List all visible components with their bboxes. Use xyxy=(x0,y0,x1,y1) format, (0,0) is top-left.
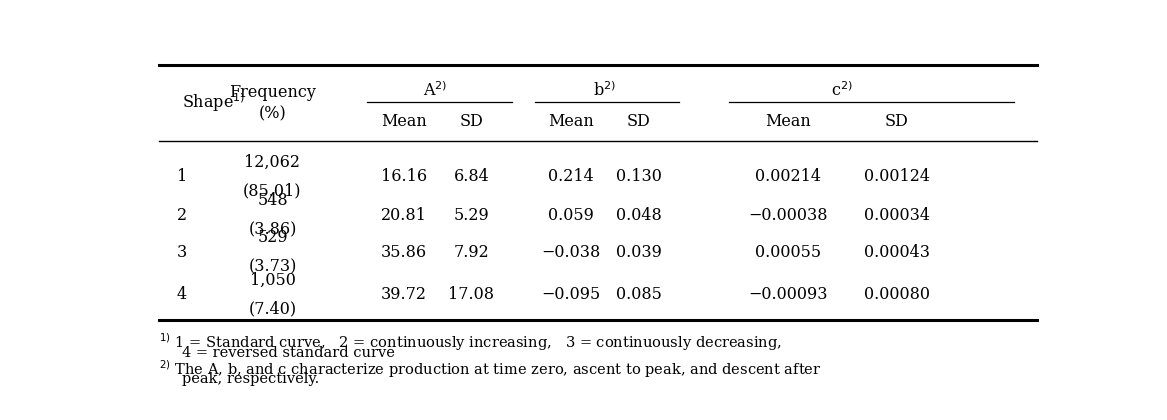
Text: (3.86): (3.86) xyxy=(249,221,296,239)
Text: 12,062: 12,062 xyxy=(245,153,300,171)
Text: 0.00055: 0.00055 xyxy=(755,244,822,261)
Text: c$^{2)}$: c$^{2)}$ xyxy=(831,81,853,100)
Text: 17.08: 17.08 xyxy=(448,286,495,303)
Text: 0.214: 0.214 xyxy=(548,168,594,185)
Text: SD: SD xyxy=(885,113,908,130)
Text: 0.039: 0.039 xyxy=(616,244,662,261)
Text: Mean: Mean xyxy=(380,113,426,130)
Text: (7.40): (7.40) xyxy=(249,301,296,318)
Text: 7.92: 7.92 xyxy=(454,244,489,261)
Text: 1,050: 1,050 xyxy=(250,271,295,289)
Text: 2: 2 xyxy=(177,207,187,224)
Text: 5.29: 5.29 xyxy=(454,207,489,224)
Text: 0.059: 0.059 xyxy=(548,207,594,224)
Text: b$^{2)}$: b$^{2)}$ xyxy=(593,81,616,100)
Text: 0.130: 0.130 xyxy=(616,168,662,185)
Text: 0.00043: 0.00043 xyxy=(864,244,930,261)
Text: −0.00038: −0.00038 xyxy=(748,207,827,224)
Text: 1: 1 xyxy=(177,168,187,185)
Text: 0.00080: 0.00080 xyxy=(864,286,930,303)
Text: (3.73): (3.73) xyxy=(249,259,296,276)
Text: 0.00214: 0.00214 xyxy=(755,168,822,185)
Text: 4 = reversed standard curve: 4 = reversed standard curve xyxy=(182,346,394,360)
Text: A$^{2)}$: A$^{2)}$ xyxy=(424,81,447,100)
Text: $^{1)}$ 1 = Standard curve,   2 = continuously increasing,   3 = continuously de: $^{1)}$ 1 = Standard curve, 2 = continuo… xyxy=(160,332,782,354)
Text: peak, respectively.: peak, respectively. xyxy=(182,372,320,386)
Text: 6.84: 6.84 xyxy=(454,168,489,185)
Text: 0.00124: 0.00124 xyxy=(864,168,930,185)
Text: 0.048: 0.048 xyxy=(616,207,662,224)
Text: 0.085: 0.085 xyxy=(616,286,662,303)
Text: Shape$^{1)}$: Shape$^{1)}$ xyxy=(182,92,245,114)
Text: 3: 3 xyxy=(177,244,187,261)
Text: 39.72: 39.72 xyxy=(380,286,427,303)
Text: 35.86: 35.86 xyxy=(380,244,427,261)
Text: 16.16: 16.16 xyxy=(380,168,427,185)
Text: 20.81: 20.81 xyxy=(380,207,427,224)
Text: Mean: Mean xyxy=(548,113,594,130)
Text: $^{2)}$ The A, b, and c characterize production at time zero, ascent to peak, an: $^{2)}$ The A, b, and c characterize pro… xyxy=(160,358,822,380)
Text: −0.00093: −0.00093 xyxy=(748,286,827,303)
Text: 548: 548 xyxy=(257,192,288,209)
Text: 529: 529 xyxy=(257,229,288,247)
Text: (85.01): (85.01) xyxy=(243,183,302,199)
Text: 0.00034: 0.00034 xyxy=(864,207,930,224)
Text: Frequency
(%): Frequency (%) xyxy=(229,84,316,122)
Text: −0.038: −0.038 xyxy=(541,244,601,261)
Text: 4: 4 xyxy=(177,286,187,303)
Text: −0.095: −0.095 xyxy=(541,286,601,303)
Text: SD: SD xyxy=(627,113,651,130)
Text: SD: SD xyxy=(460,113,483,130)
Text: Mean: Mean xyxy=(766,113,811,130)
